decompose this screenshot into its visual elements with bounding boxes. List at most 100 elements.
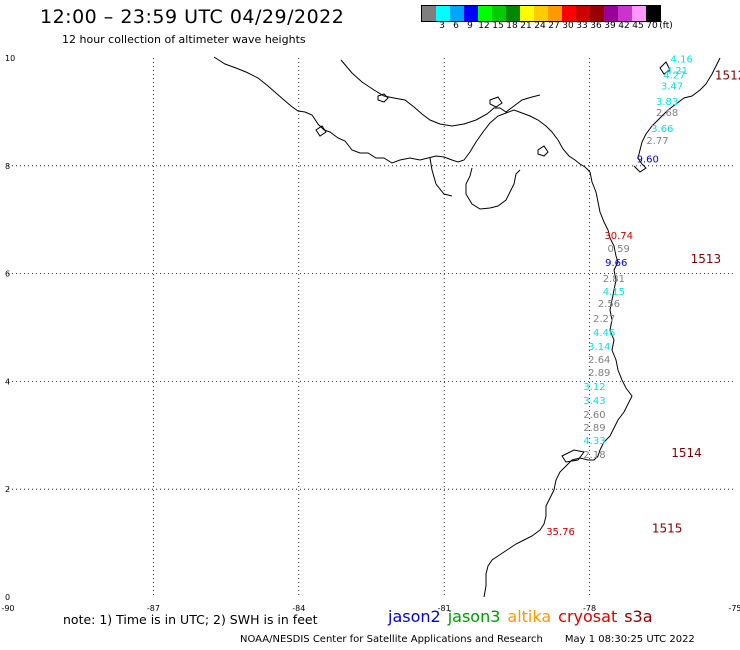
swh-value: 4.27 <box>663 70 685 81</box>
pass-labels: 1512 1513 1514 1515 <box>652 69 740 536</box>
swh-value: 2.81 <box>603 274 625 285</box>
pass-number: 1513 <box>691 252 722 266</box>
color-scale-label: 30 <box>562 21 574 31</box>
color-swatch <box>492 6 506 21</box>
color-swatch <box>646 6 660 21</box>
swh-value: 2.68 <box>656 108 678 119</box>
swh-value: 2.89 <box>583 423 605 434</box>
legend-altika: altika <box>507 607 552 626</box>
map-note: note: 1) Time is in UTC; 2) SWH is in fe… <box>63 612 318 627</box>
legend-jason3: jason3 <box>447 607 501 626</box>
color-scale-label: 6 <box>453 21 459 31</box>
swh-value: 3.43 <box>583 396 605 407</box>
swh-value: 9.66 <box>605 258 627 269</box>
swh-value: 35.76 <box>546 527 575 538</box>
pass-number: 1514 <box>671 446 702 460</box>
map-grid: -90 -87 -84 -81 -78 -75 0 2 4 6 8 10 <box>1 54 740 613</box>
island <box>377 93 389 103</box>
color-scale-label: 9 <box>467 21 473 31</box>
color-scale-labels: 3 6 9 12 15 18 21 24 27 30 33 36 39 42 45 70 (ft) <box>421 21 740 35</box>
color-swatch <box>576 6 590 21</box>
satellite-legend: jason2 jason3 altika cryosat s3a <box>388 607 660 626</box>
swh-value: 3.83 <box>656 97 678 108</box>
color-scale-label: 70 <box>646 21 658 31</box>
x-tick-label: -78 <box>583 604 596 613</box>
color-scale-label: 33 <box>576 21 588 31</box>
color-scale-label: 24 <box>534 21 546 31</box>
color-scale-label: (ft) <box>659 21 673 31</box>
island <box>537 145 549 157</box>
color-scale-label: 36 <box>590 21 602 31</box>
coastline-panama-south <box>340 59 541 210</box>
y-tick-label: 10 <box>5 54 15 63</box>
color-scale-label: 42 <box>618 21 630 31</box>
swh-value: 2.27 <box>593 314 615 325</box>
x-tick-label: -81 <box>438 604 451 613</box>
color-scale-label: 3 <box>439 21 445 31</box>
color-scale-label: 18 <box>506 21 518 31</box>
color-swatch <box>422 6 436 21</box>
swh-value: 2.64 <box>588 355 610 366</box>
swh-value: 3.47 <box>661 81 683 92</box>
legend-s3a: s3a <box>624 607 653 626</box>
map-subtitle: 12 hour collection of altimeter wave hei… <box>62 33 306 46</box>
swh-value: 4.15 <box>603 287 625 298</box>
island <box>489 96 503 108</box>
footer-timestamp: May 1 08:30:25 UTC 2022 <box>564 634 695 645</box>
color-scale-label: 39 <box>604 21 616 31</box>
map-title: 12:00 – 23:59 UTC 04/29/2022 <box>40 6 345 28</box>
color-scale-label: 15 <box>492 21 504 31</box>
footer-org: NOAA/NESDIS Center for Satellite Applica… <box>240 634 543 645</box>
color-scale-label: 12 <box>478 21 490 31</box>
x-tick-label: -90 <box>1 604 14 613</box>
color-swatch <box>618 6 632 21</box>
color-swatch <box>436 6 450 21</box>
y-tick-label: 0 <box>5 593 10 602</box>
y-tick-label: 2 <box>5 485 10 494</box>
swh-value: 2.60 <box>583 410 605 421</box>
island <box>315 125 327 137</box>
swh-value: 2.89 <box>588 368 610 379</box>
x-tick-label: -75 <box>728 604 740 613</box>
swh-value: 3.14 <box>588 342 610 353</box>
pass-number: 1515 <box>652 521 683 535</box>
color-swatch <box>506 6 520 21</box>
legend-jason2: jason2 <box>388 607 441 626</box>
color-swatch <box>590 6 604 21</box>
color-scale-label: 27 <box>548 21 560 31</box>
color-swatch <box>464 6 478 21</box>
island <box>561 449 585 463</box>
swh-value: 3.66 <box>651 124 673 135</box>
swh-value: 4.16 <box>671 54 693 65</box>
pass-number: 1512 <box>715 69 740 83</box>
color-scale-label: 45 <box>632 21 644 31</box>
legend-cryosat: cryosat <box>558 607 618 626</box>
color-swatch <box>450 6 464 21</box>
color-swatch <box>604 6 618 21</box>
swh-value: 2.77 <box>646 136 668 147</box>
coastal-islands <box>315 61 671 463</box>
color-swatch <box>562 6 576 21</box>
x-tick-label: -84 <box>292 604 305 613</box>
swh-value: 0.59 <box>608 244 630 255</box>
coastline-colombia-caribbean <box>633 57 721 173</box>
color-swatch <box>520 6 534 21</box>
coastline-panama-north <box>213 56 591 173</box>
y-tick-label: 8 <box>5 162 10 171</box>
swh-value: 30.74 <box>604 231 633 242</box>
color-swatch <box>632 6 646 21</box>
coastline <box>213 56 721 598</box>
color-scale-label: 21 <box>520 21 532 31</box>
swh-value: 4.46 <box>593 328 615 339</box>
y-tick-label: 4 <box>5 377 10 386</box>
color-swatch <box>548 6 562 21</box>
color-swatch <box>478 6 492 21</box>
swh-value: 4.33 <box>583 436 605 447</box>
island <box>659 61 671 75</box>
color-swatch <box>534 6 548 21</box>
swh-value: 3.12 <box>583 382 605 393</box>
swh-value: 4.21 <box>666 66 688 77</box>
map-footer: NOAA/NESDIS Center for Satellite Applica… <box>240 634 695 645</box>
swh-value: 2.18 <box>583 450 605 461</box>
